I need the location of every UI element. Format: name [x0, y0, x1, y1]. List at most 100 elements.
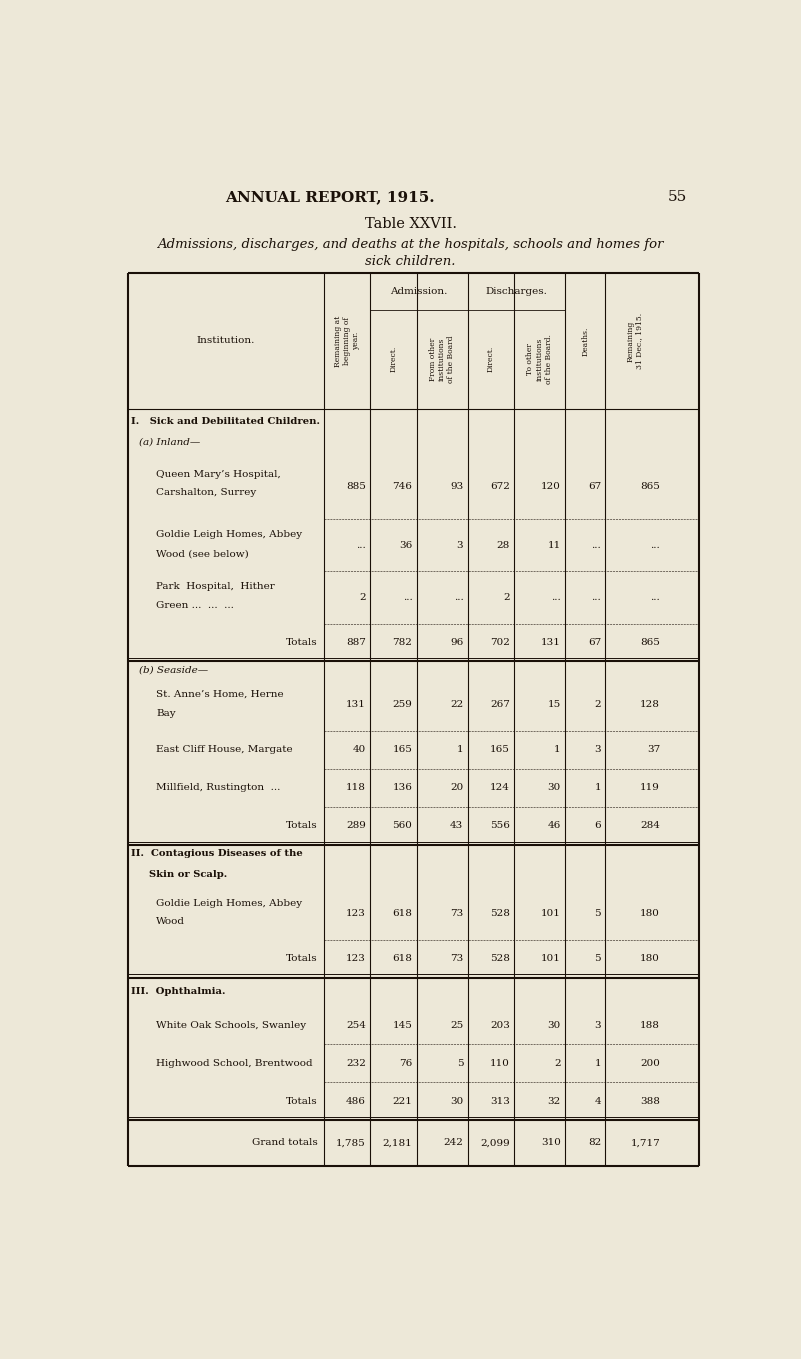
Text: 131: 131	[346, 700, 366, 709]
Text: Institution.: Institution.	[196, 337, 255, 345]
Text: 30: 30	[548, 1021, 561, 1030]
Text: 1,785: 1,785	[336, 1139, 366, 1147]
Text: 82: 82	[588, 1139, 601, 1147]
Text: 865: 865	[640, 637, 660, 647]
Text: 180: 180	[640, 909, 660, 919]
Text: 259: 259	[392, 700, 413, 709]
Text: 618: 618	[392, 954, 413, 964]
Text: 180: 180	[640, 954, 660, 964]
Text: 145: 145	[392, 1021, 413, 1030]
Text: 2: 2	[359, 593, 366, 602]
Text: 55: 55	[668, 190, 687, 204]
Text: Wood (see below): Wood (see below)	[156, 549, 249, 559]
Text: 67: 67	[588, 637, 601, 647]
Text: 702: 702	[490, 637, 509, 647]
Text: 310: 310	[541, 1139, 561, 1147]
Text: 165: 165	[392, 745, 413, 754]
Text: III.  Ophthalmia.: III. Ophthalmia.	[131, 988, 226, 996]
Text: Totals: Totals	[286, 821, 317, 830]
Text: 242: 242	[444, 1139, 463, 1147]
Text: Green ...  ...  ...: Green ... ... ...	[156, 601, 234, 610]
Text: 4: 4	[594, 1097, 601, 1105]
Text: 22: 22	[450, 700, 463, 709]
Text: II.  Contagious Diseases of the: II. Contagious Diseases of the	[131, 849, 303, 858]
Text: Totals: Totals	[286, 954, 317, 964]
Text: ...: ...	[453, 593, 463, 602]
Text: From other
institutions
of the Board: From other institutions of the Board	[429, 336, 456, 383]
Text: 1: 1	[594, 783, 601, 792]
Text: 40: 40	[352, 745, 366, 754]
Text: To other
institutions
of the Board.: To other institutions of the Board.	[526, 334, 553, 385]
Text: ...: ...	[591, 593, 601, 602]
Text: ...: ...	[591, 541, 601, 549]
Text: 2,181: 2,181	[383, 1139, 413, 1147]
Text: ...: ...	[356, 541, 366, 549]
Text: 1: 1	[554, 745, 561, 754]
Text: 2: 2	[594, 700, 601, 709]
Text: 528: 528	[490, 909, 509, 919]
Text: Totals: Totals	[286, 1097, 317, 1105]
Text: 131: 131	[541, 637, 561, 647]
Text: 254: 254	[346, 1021, 366, 1030]
Text: Admission.: Admission.	[390, 287, 448, 296]
Text: East Cliff House, Margate: East Cliff House, Margate	[156, 745, 292, 754]
Text: 123: 123	[346, 909, 366, 919]
Text: 782: 782	[392, 637, 413, 647]
Text: 76: 76	[399, 1059, 413, 1068]
Text: 32: 32	[548, 1097, 561, 1105]
Text: 101: 101	[541, 909, 561, 919]
Text: Queen Mary’s Hospital,: Queen Mary’s Hospital,	[156, 470, 280, 478]
Text: 30: 30	[450, 1097, 463, 1105]
Text: Park  Hospital,  Hither: Park Hospital, Hither	[156, 583, 275, 591]
Text: Grand totals: Grand totals	[252, 1139, 317, 1147]
Text: Direct.: Direct.	[487, 347, 495, 372]
Text: 528: 528	[490, 954, 509, 964]
Text: 6: 6	[594, 821, 601, 830]
Text: 200: 200	[640, 1059, 660, 1068]
Text: 119: 119	[640, 783, 660, 792]
Text: 25: 25	[450, 1021, 463, 1030]
Text: 5: 5	[457, 1059, 463, 1068]
Text: 46: 46	[548, 821, 561, 830]
Text: Discharges.: Discharges.	[485, 287, 547, 296]
Text: 885: 885	[346, 482, 366, 492]
Text: 120: 120	[541, 482, 561, 492]
Text: 2: 2	[503, 593, 509, 602]
Text: 289: 289	[346, 821, 366, 830]
Text: sick children.: sick children.	[365, 255, 456, 268]
Text: 124: 124	[490, 783, 509, 792]
Text: 1: 1	[457, 745, 463, 754]
Text: 43: 43	[450, 821, 463, 830]
Text: ANNUAL REPORT, 1915.: ANNUAL REPORT, 1915.	[225, 190, 435, 204]
Text: Direct.: Direct.	[389, 347, 397, 372]
Text: 746: 746	[392, 482, 413, 492]
Text: 128: 128	[640, 700, 660, 709]
Text: ...: ...	[551, 593, 561, 602]
Text: 110: 110	[490, 1059, 509, 1068]
Text: 560: 560	[392, 821, 413, 830]
Text: 1: 1	[594, 1059, 601, 1068]
Text: 221: 221	[392, 1097, 413, 1105]
Text: 2,099: 2,099	[480, 1139, 509, 1147]
Text: 672: 672	[490, 482, 509, 492]
Text: Highwood School, Brentwood: Highwood School, Brentwood	[156, 1059, 312, 1068]
Text: 618: 618	[392, 909, 413, 919]
Text: 203: 203	[490, 1021, 509, 1030]
Text: 5: 5	[594, 909, 601, 919]
Text: Goldie Leigh Homes, Abbey: Goldie Leigh Homes, Abbey	[156, 530, 302, 540]
Text: 3: 3	[594, 1021, 601, 1030]
Text: (b) Seaside—: (b) Seaside—	[139, 666, 208, 674]
Text: 887: 887	[346, 637, 366, 647]
Text: St. Anne’s Home, Herne: St. Anne’s Home, Herne	[156, 690, 284, 699]
Text: 37: 37	[647, 745, 660, 754]
Text: 1,717: 1,717	[630, 1139, 660, 1147]
Text: 232: 232	[346, 1059, 366, 1068]
Text: 96: 96	[450, 637, 463, 647]
Text: Table XXVII.: Table XXVII.	[364, 217, 457, 231]
Text: 30: 30	[548, 783, 561, 792]
Text: I.   Sick and Debilitated Children.: I. Sick and Debilitated Children.	[131, 417, 320, 425]
Text: ...: ...	[650, 593, 660, 602]
Text: 556: 556	[490, 821, 509, 830]
Text: 101: 101	[541, 954, 561, 964]
Text: White Oak Schools, Swanley: White Oak Schools, Swanley	[156, 1021, 306, 1030]
